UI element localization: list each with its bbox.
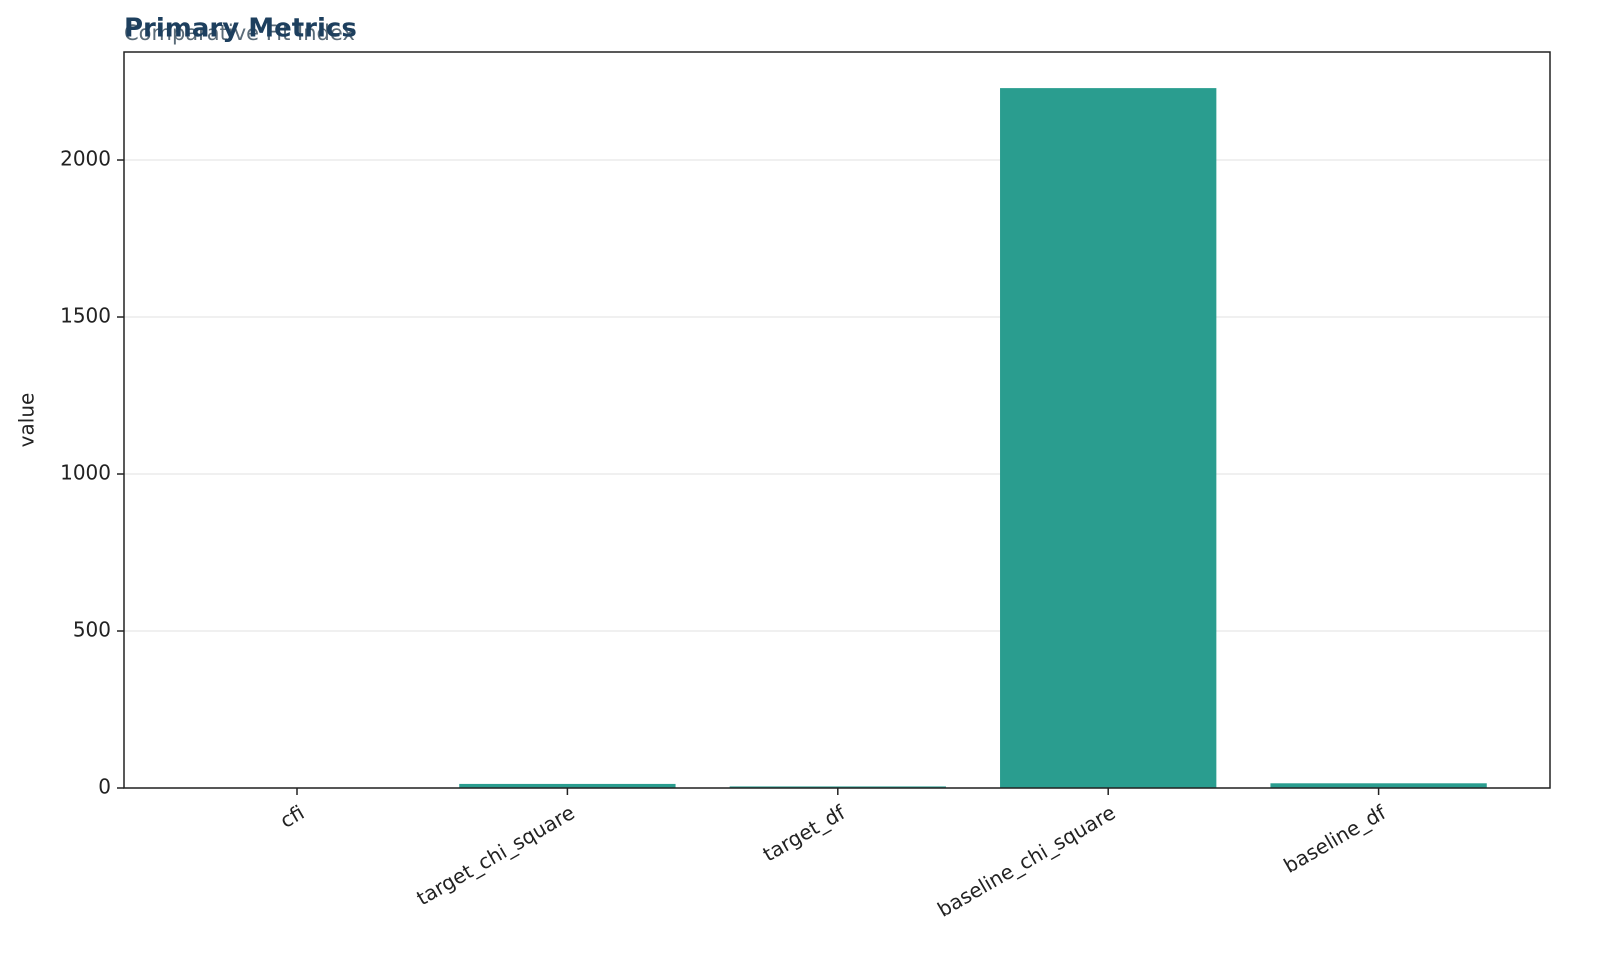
- x-tick-label: target_chi_square: [412, 800, 578, 910]
- plot-area: 0 500 1000 1500 2000 cfi target_chi_square targ…: [60, 88, 1550, 922]
- bar: [1270, 783, 1487, 788]
- x-tick-label: baseline_df: [1280, 800, 1391, 878]
- x-tick-label: baseline_chi_square: [933, 800, 1119, 921]
- y-tick-label: 500: [73, 618, 111, 642]
- y-tick-label: 0: [98, 775, 111, 799]
- x-tick-label: target_df: [759, 800, 850, 867]
- y-tick-label: 1500: [60, 304, 111, 328]
- x-tick-label: cfi: [276, 800, 308, 833]
- chart-title: Primary Metrics: [124, 14, 357, 44]
- bar: [729, 786, 946, 788]
- y-axis-label: value: [15, 393, 39, 448]
- chart-subtitle: Comparative Fit Index: [124, 21, 355, 45]
- axes-frame: [123, 51, 1551, 789]
- y-tick-label: 2000: [60, 147, 111, 171]
- y-tick-label: 1000: [60, 461, 111, 485]
- bar: [1000, 88, 1217, 789]
- bar: [459, 783, 676, 788]
